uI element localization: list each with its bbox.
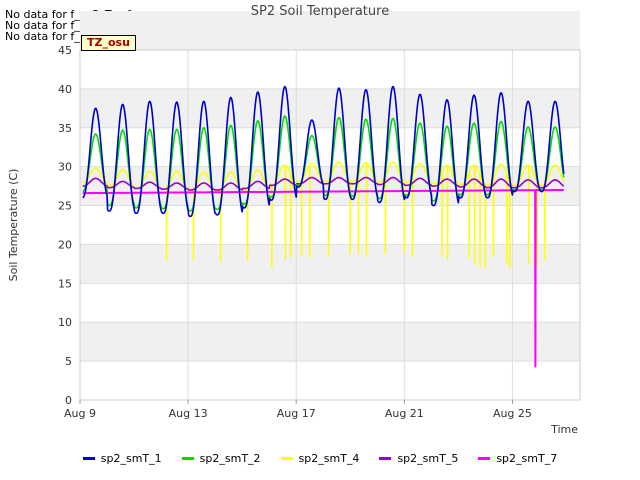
y-tick-label: 40 [58, 83, 72, 96]
grid-band [80, 244, 580, 284]
x-tick-label: Aug 25 [493, 407, 532, 420]
legend-label: sp2_smT_2 [199, 452, 261, 465]
timezone-badge: TZ_osu [81, 35, 136, 51]
x-tick-label: Aug 9 [64, 407, 96, 420]
legend: sp2_smT_1 sp2_smT_2 sp2_smT_4 sp2_smT_5 sp2_… [0, 452, 640, 465]
plot-frame [79, 49, 581, 401]
x-tick-label: Aug 13 [169, 407, 208, 420]
series-line-sp2_smT_7 [82, 189, 564, 368]
legend-swatch [280, 457, 293, 460]
y-tick-label: 15 [58, 277, 72, 290]
chart-title: SP2 Soil Temperature [251, 4, 389, 19]
y-tick-label: 45 [58, 44, 72, 57]
legend-label: sp2_smT_5 [397, 452, 459, 465]
legend-swatch [181, 457, 194, 460]
legend-label: sp2_smT_7 [496, 452, 558, 465]
x-axis-label: Time [550, 423, 578, 436]
x-tick-label: Aug 17 [277, 407, 316, 420]
legend-item: sp2_smT_5 [379, 452, 458, 465]
series-line-sp2_smT_1 [82, 85, 565, 218]
grid-band [80, 11, 580, 50]
legend-item: sp2_smT_1 [82, 452, 162, 465]
y-tick-label: 35 [58, 122, 72, 135]
y-tick-label: 5 [65, 355, 72, 368]
legend-label: sp2_smT_4 [298, 452, 360, 465]
y-tick-label: 20 [58, 238, 72, 251]
y-tick-label: 0 [65, 394, 72, 407]
legend-swatch [379, 457, 392, 460]
legend-label: sp2_smT_1 [100, 452, 162, 465]
y-tick-label: 25 [58, 200, 72, 213]
y-tick-label: 10 [58, 316, 72, 329]
y-axis-label: Soil Temperature (C) [7, 169, 20, 282]
legend-swatch [478, 457, 491, 460]
x-tick-label: Aug 21 [385, 407, 424, 420]
legend-swatch [82, 457, 95, 460]
legend-item: sp2_smT_7 [478, 452, 557, 465]
legend-item: sp2_smT_2 [181, 452, 261, 465]
y-tick-label: 30 [58, 161, 72, 174]
legend-item: sp2_smT_4 [280, 452, 360, 465]
grid-band [80, 322, 580, 362]
